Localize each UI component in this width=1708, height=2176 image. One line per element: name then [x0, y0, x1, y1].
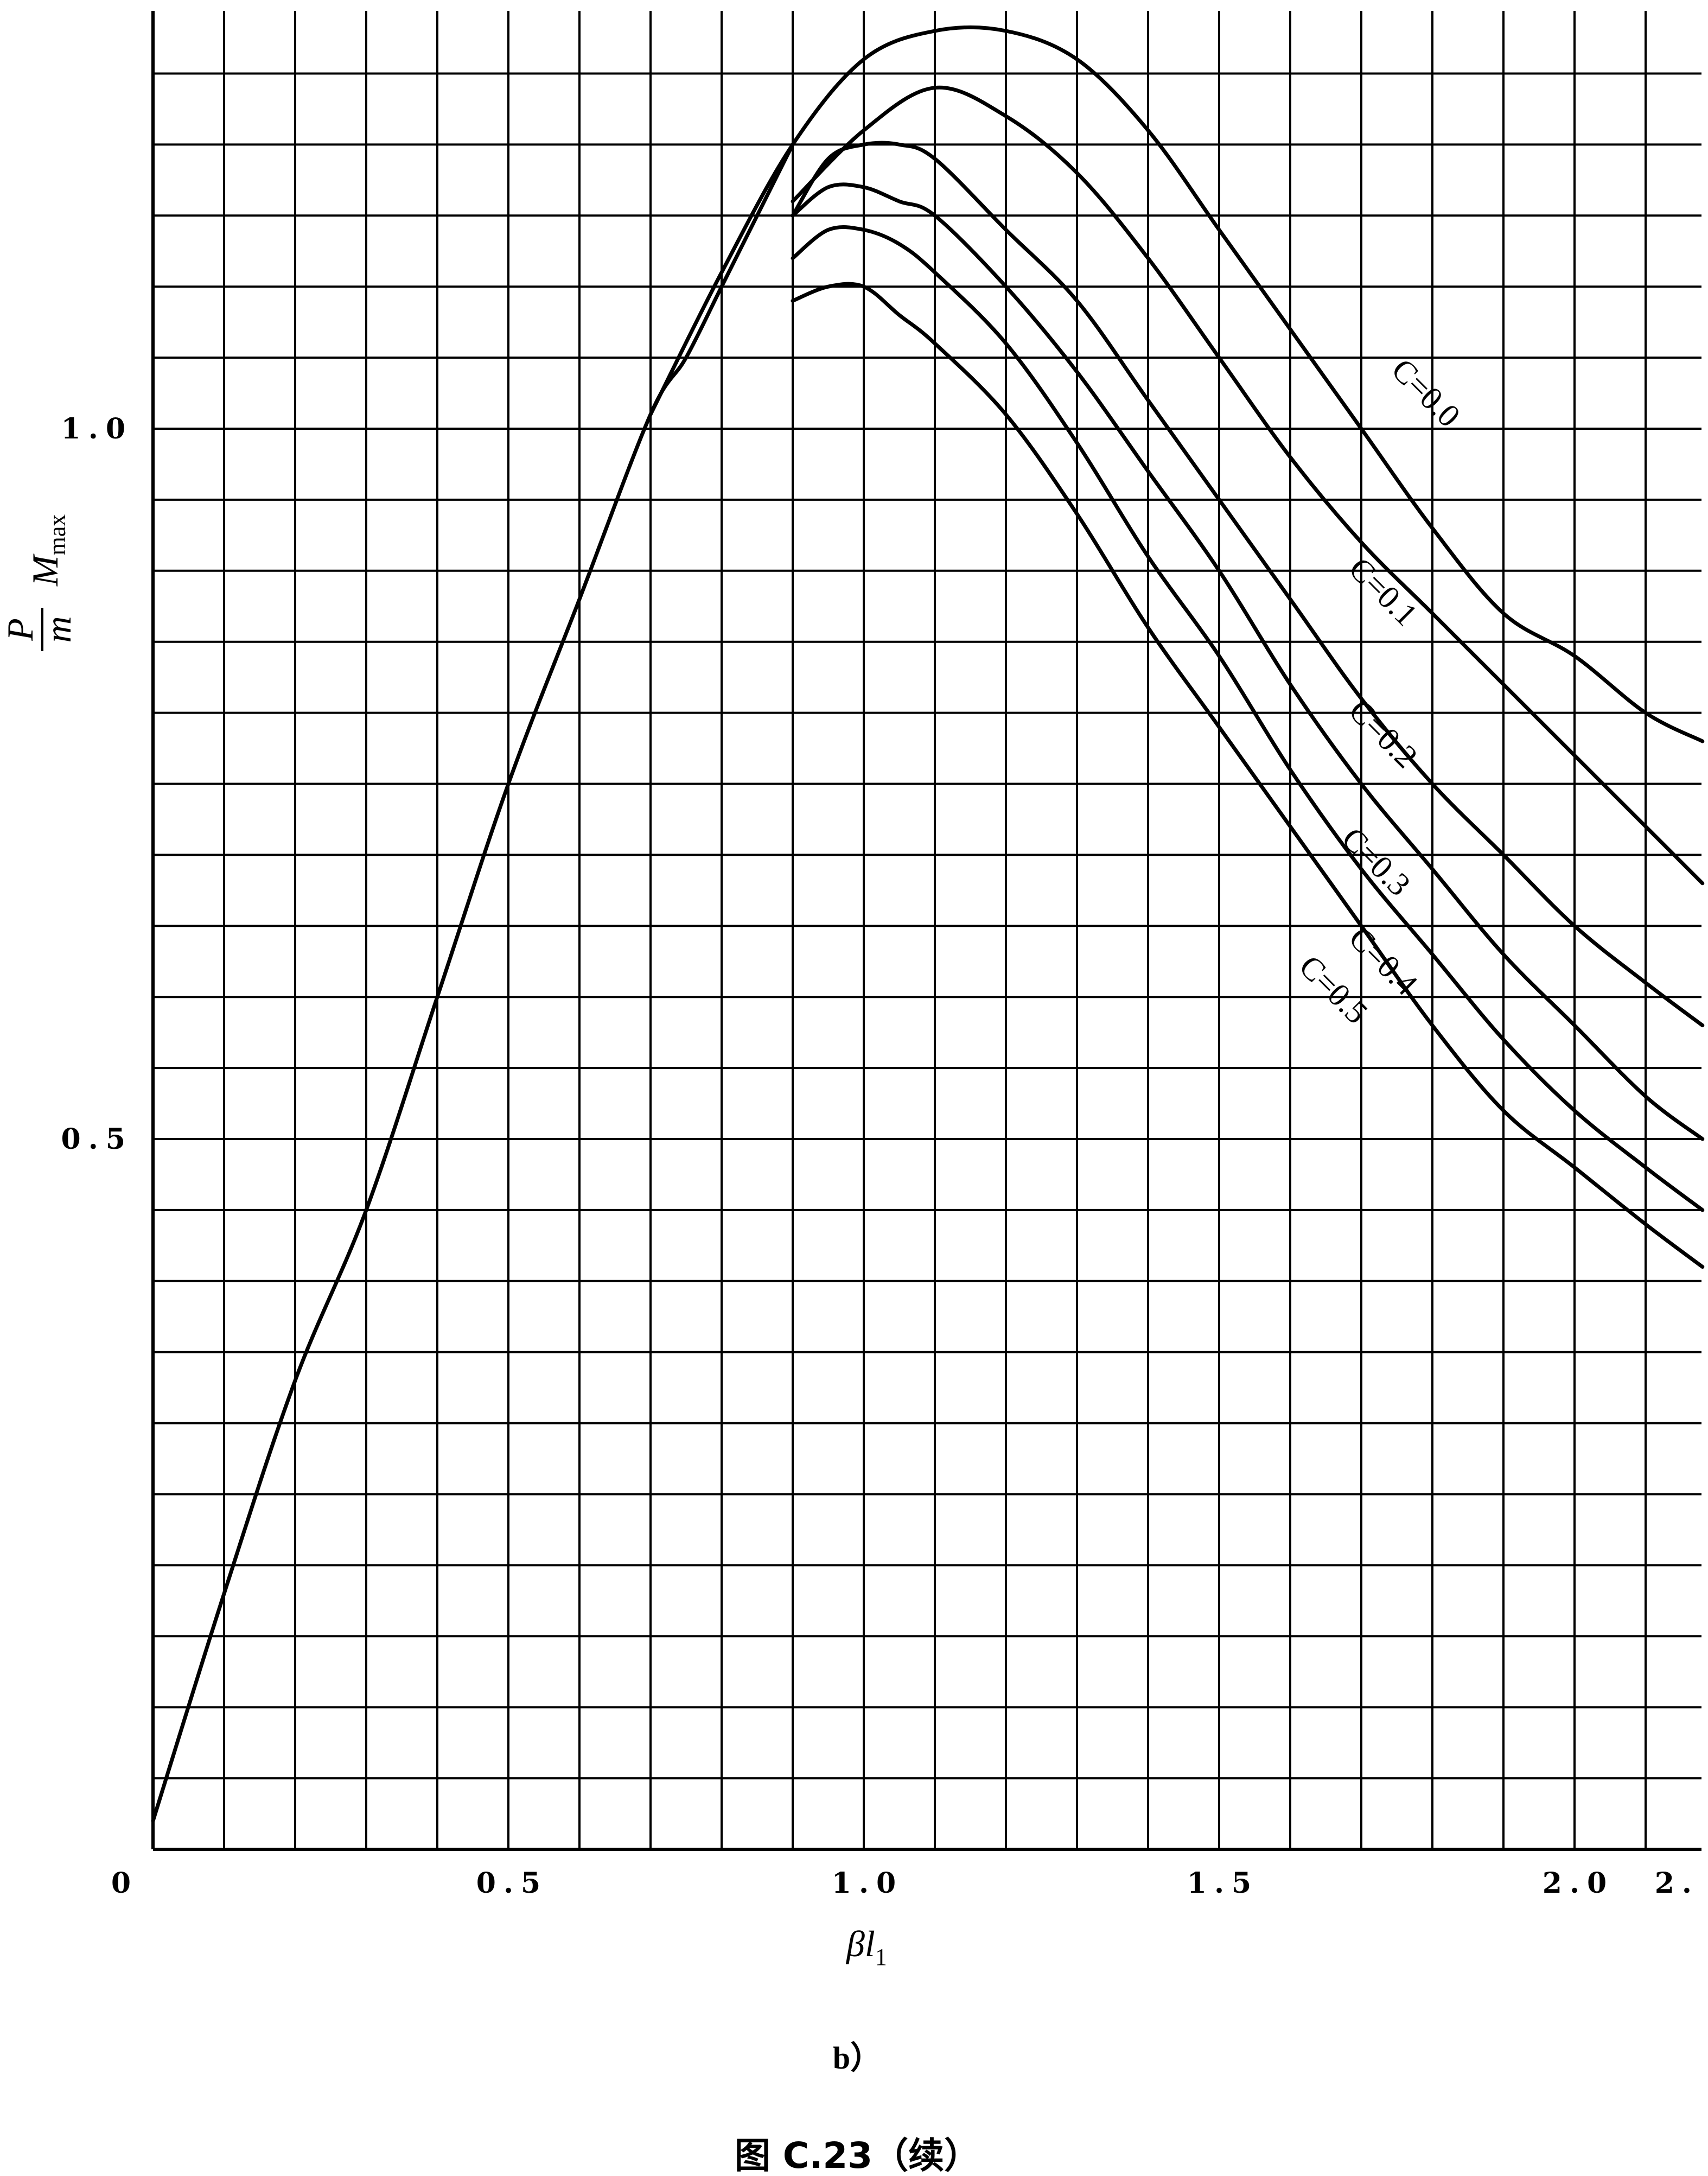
grid	[153, 11, 1701, 1849]
y-tick-label: 0.5	[61, 1123, 133, 1156]
series-label: C=0.0	[1385, 352, 1467, 434]
x-axis-label: βl1	[845, 1923, 887, 1970]
x-tick-label: 2.0	[1543, 1867, 1614, 1900]
series-line-c-0-3	[791, 182, 1705, 1141]
x-axis-label-symbol: βl	[845, 1923, 875, 1964]
series-line-c-0-2	[791, 141, 1705, 1028]
y-tick-label: 1.0	[61, 412, 133, 446]
x-axis-label-subscript: 1	[875, 1944, 887, 1970]
x-tick-label: 2.	[1655, 1867, 1699, 1900]
y-axis-label-fraction-bottom: m	[37, 616, 79, 642]
x-tick-label: 0.5	[476, 1867, 548, 1900]
y-axis-label-symbol: M	[24, 553, 66, 587]
series-line-c-0-1	[791, 85, 1705, 886]
series-line-c-0-5	[791, 282, 1705, 1269]
axes	[151, 11, 1701, 1851]
base-curve-line	[151, 142, 795, 1823]
figure-sub-caption: b）	[833, 2040, 882, 2076]
x-tick-label: 1.5	[1187, 1867, 1259, 1900]
y-axis-label-main: Mmax	[24, 514, 71, 587]
curves	[151, 25, 1705, 1823]
series-line-c-0-0	[648, 25, 1705, 743]
y-axis-label-subscript: max	[44, 514, 71, 556]
tick-labels: 0 0.5 1.0 1.5 2.0 2. 0.5 1.0	[61, 412, 1699, 1900]
series-line-c-0-4	[791, 225, 1705, 1212]
figure-caption: 图 C.23（续）	[735, 2135, 980, 2176]
x-tick-label: 1.0	[832, 1867, 903, 1900]
x-tick-label: 0	[111, 1867, 138, 1900]
y-axis-label-fraction-top: P	[0, 618, 41, 641]
y-axis-label: P m Mmax	[0, 514, 79, 651]
